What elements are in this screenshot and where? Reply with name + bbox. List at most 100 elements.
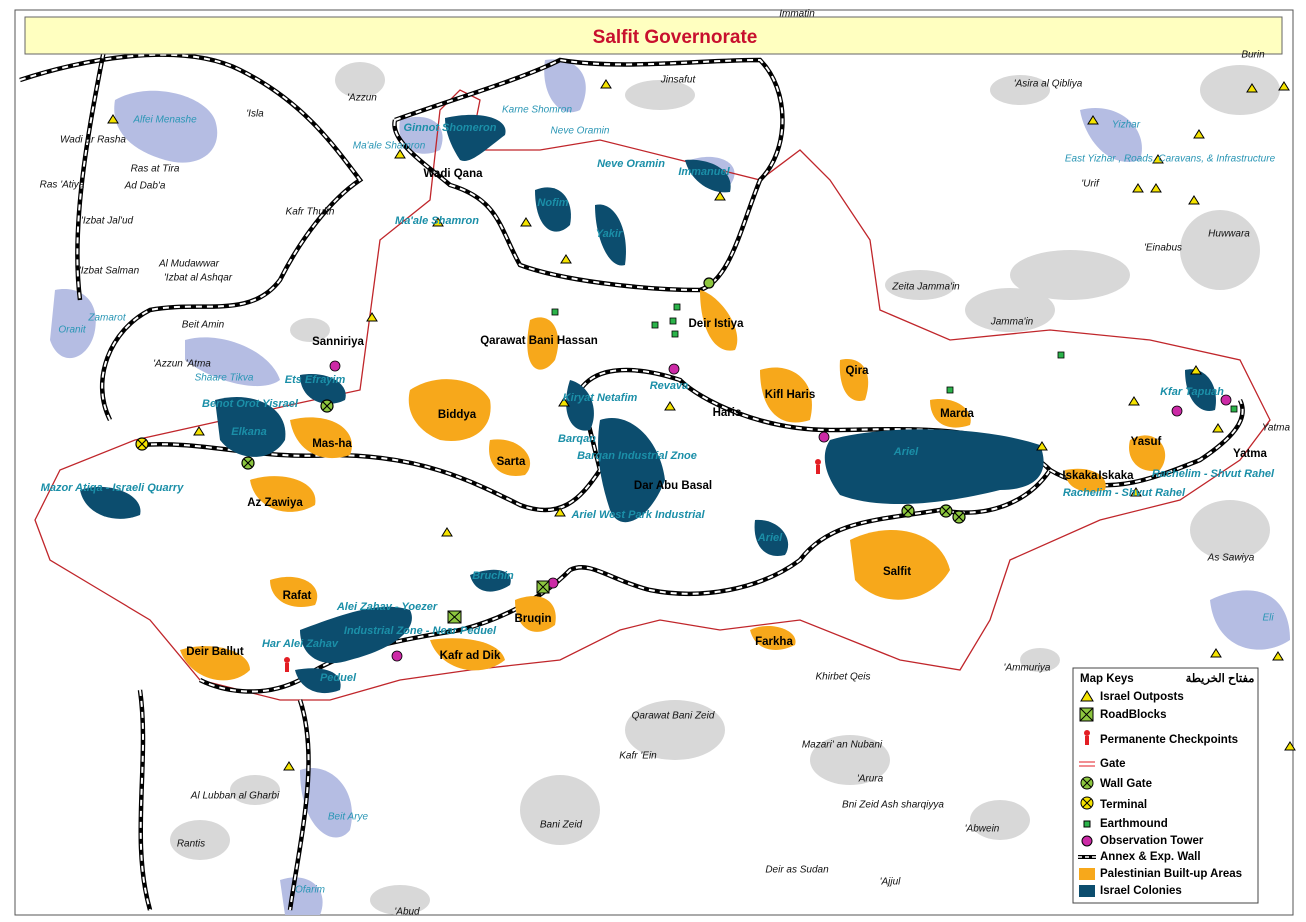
colony-label: Peduel: [320, 672, 357, 684]
colony-label: Barqan Industrial Znoe: [577, 450, 697, 462]
locality-label: Qarawat Bani Hassan: [480, 335, 598, 347]
village-label: Al Mudawwar: [158, 259, 220, 270]
legend-box: [1072, 667, 1259, 904]
locality-label: Rafat: [283, 590, 312, 602]
village-label: 'Asira al Qibliya: [1014, 79, 1083, 90]
israeli-site-label: East Yizhar , Roads, Caravans, & Infrast…: [1065, 154, 1276, 165]
village-label: 'Ajjul: [880, 877, 902, 888]
legend-item: Observation Tower: [1100, 835, 1204, 847]
village-label: Wadi ar Rasha: [60, 135, 126, 146]
israeli-site-label: Shaare Tikva: [195, 373, 254, 384]
colony-label: Ginnot Shomeron: [404, 122, 497, 134]
map-title: Salfit Governorate: [593, 27, 758, 48]
legend-title-arabic: مفتاح الخريطة: [1186, 672, 1255, 686]
village-label: Immatin: [779, 9, 815, 20]
locality-label: Mas-ha: [312, 438, 352, 450]
legend-item: Gate: [1100, 758, 1126, 770]
locality-label: Kafr ad Dik: [440, 650, 501, 662]
israeli-site-label: Neve Oramin: [551, 126, 610, 137]
colony-label: Elkana: [231, 426, 266, 438]
israeli-site-label: Yizhar: [1112, 120, 1141, 131]
map-symbols: [107, 79, 1296, 771]
israeli-site-label: Eli: [1262, 613, 1274, 624]
israeli-site-label: Oranit: [58, 325, 86, 336]
locality-label: Qira: [845, 365, 869, 377]
israeli-site-label: Beit Arye: [328, 812, 369, 823]
village-label: Khirbet Qeis: [815, 672, 870, 683]
legend-item: Israel Colonies: [1100, 885, 1182, 897]
village-label: Ad Dab'a: [124, 181, 166, 192]
legend-icon: [1079, 761, 1095, 767]
locality-label: Az Zawiya: [247, 497, 303, 509]
village-label: 'Ammuriya: [1004, 663, 1051, 674]
colony-label: Ets Efrayim: [285, 374, 346, 386]
israeli-site-label: Ofarim: [295, 885, 325, 896]
village-label: 'Izbat Jal'ud: [81, 216, 134, 227]
locality-label: Marda: [940, 408, 974, 420]
legend-icon: [1084, 730, 1090, 745]
village-label: Bni Zeid Ash sharqiyya: [842, 800, 944, 811]
locality-label: Biddya: [438, 409, 477, 421]
legend: Map Keys مفتاح الخريطة Israel Outposts Ro…: [1072, 667, 1259, 904]
colony-label: Alei Zahav - Yoezer: [336, 601, 438, 613]
legend-item: Earthmound: [1100, 818, 1168, 830]
locality-label: Iskaka: [1062, 470, 1098, 482]
locality-label: Wadi Qana: [424, 168, 484, 180]
village-label: Rantis: [177, 839, 205, 850]
village-label: Kafr 'Ein: [619, 751, 657, 762]
locality-label: Sarta: [497, 456, 526, 468]
village-label: 'Arura: [857, 774, 884, 785]
israeli-areas: [50, 59, 1290, 915]
legend-icon: [1079, 707, 1094, 722]
legend-item: Permanente Checkpoints: [1100, 734, 1238, 746]
village-label: Jinsafut: [660, 75, 697, 86]
village-label: 'Izbat al Ashqar: [164, 273, 233, 284]
israeli-site-label: Ma'ale Shamron: [353, 141, 426, 152]
locality-label: Yasuf: [1131, 436, 1162, 448]
village-label: 'Azzun: [347, 93, 377, 104]
village-label: Jamma'in: [990, 317, 1034, 328]
governorate-boundary: [34, 89, 1271, 701]
locality-label: Dar Abu Basal: [634, 480, 712, 492]
colony-label: Har Alei Zahav: [262, 638, 339, 650]
village-label: 'Einabus: [1144, 243, 1182, 254]
colony-label: Rachelim - Shvut Rahel: [1152, 468, 1275, 480]
village-label: Qarawat Bani Zeid: [632, 711, 715, 722]
village-label: Kafr Thulth: [286, 207, 335, 218]
village-label: Burin: [1241, 50, 1265, 61]
colony-label: Industrial Zone - Near Peduel: [344, 625, 497, 637]
colony-label: Mazor Atiqa - Israeli Quarry: [41, 482, 185, 494]
village-label: Yatma: [1262, 423, 1291, 434]
colony-label: Kfar Tapuah: [1160, 386, 1224, 398]
colony-label: Kiryat Netafim: [563, 392, 638, 404]
locality-label: Haris: [713, 407, 742, 419]
locality-label: Salfit: [883, 566, 911, 578]
colony-label: Barqan: [558, 433, 596, 445]
legend-item: Palestinian Built-up Areas: [1100, 868, 1242, 880]
legend-icon: [1080, 690, 1094, 702]
village-label: Zeita Jamma'in: [891, 282, 960, 293]
locality-label: Bruqin: [514, 613, 551, 625]
legend-icon: [1079, 868, 1095, 880]
locality-label: Deir Ballut: [186, 646, 244, 658]
village-label: 'Abwein: [965, 824, 1000, 835]
village-label: 'Izbat Salman: [79, 266, 140, 277]
legend-icon: [1080, 796, 1094, 810]
colony-label: Ariel: [893, 446, 919, 458]
legend-icon: [1079, 885, 1095, 897]
colony-label: Benot Orot Yisrael: [202, 398, 299, 410]
legend-item: Terminal: [1100, 799, 1147, 811]
israeli-site-label: Zamarot: [87, 313, 126, 324]
village-label: 'Isla: [246, 109, 264, 120]
village-label: As Sawiya: [1207, 553, 1255, 564]
locality-label: Farkha: [755, 636, 793, 648]
legend-item: Annex & Exp. Wall: [1100, 851, 1201, 863]
legend-item: RoadBlocks: [1100, 709, 1166, 721]
colony-label: Ariel West Park Industrial: [570, 509, 705, 521]
locality-label: Yatma: [1233, 448, 1267, 460]
village-label: Bani Zeid: [540, 820, 583, 831]
legend-icon: [1080, 776, 1094, 790]
israeli-site-label: Karne Shomron: [502, 105, 572, 116]
colony-label: Ma'ale Shamron: [395, 215, 479, 227]
